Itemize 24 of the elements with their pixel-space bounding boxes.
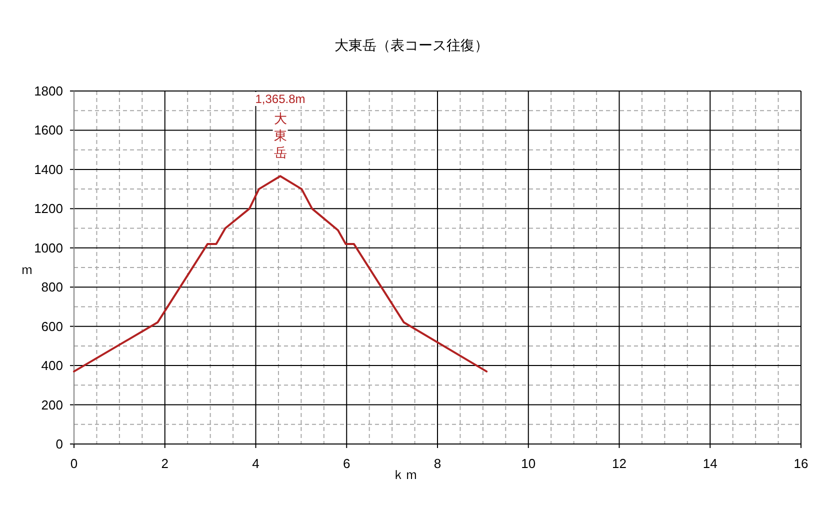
x-tick-label: 14 bbox=[702, 456, 718, 471]
y-tick-label: 1400 bbox=[34, 162, 63, 177]
x-tick-label: 2 bbox=[161, 456, 168, 471]
x-tick-label: 10 bbox=[521, 456, 536, 471]
y-tick-label: 0 bbox=[56, 436, 63, 452]
y-axis-title: ｍ bbox=[20, 262, 34, 277]
y-tick-label: 1200 bbox=[34, 201, 63, 216]
y-tick-label: 600 bbox=[41, 318, 63, 334]
annotation: 大東岳 bbox=[274, 111, 287, 160]
chart-title: 大東岳（表コース往復） bbox=[334, 37, 488, 53]
y-tick-label: 1800 bbox=[34, 84, 63, 98]
y-tick-label: 1000 bbox=[34, 240, 63, 256]
y-tick-label: 1600 bbox=[34, 122, 63, 138]
y-tick-label: 400 bbox=[41, 358, 63, 374]
x-tick-label: 0 bbox=[70, 456, 78, 471]
y-tick-label: 800 bbox=[41, 280, 63, 295]
x-tick-label: 4 bbox=[252, 456, 260, 471]
x-axis-title: ｋｍ bbox=[392, 467, 418, 482]
y-tick-label: 200 bbox=[41, 397, 63, 412]
x-tick-label: 8 bbox=[434, 456, 442, 471]
x-tick-label: 6 bbox=[343, 456, 350, 471]
x-tick-label: 12 bbox=[612, 456, 626, 471]
annotation: 1,365.8m bbox=[255, 92, 306, 106]
x-tick-label: 16 bbox=[794, 456, 808, 471]
